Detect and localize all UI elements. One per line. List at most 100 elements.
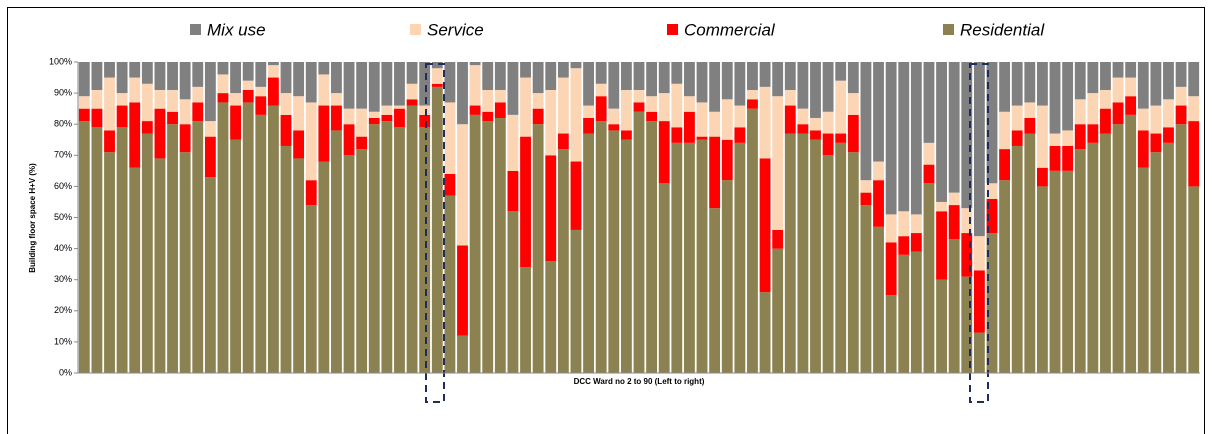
bar-segment xyxy=(709,136,721,209)
bar-segment xyxy=(898,62,910,212)
bar-segment xyxy=(129,77,141,103)
bar-segment xyxy=(444,62,456,103)
bar-segment xyxy=(318,62,330,75)
bar-segment xyxy=(129,167,141,373)
bar-segment xyxy=(696,136,708,140)
bar-segment xyxy=(885,62,897,215)
bar-segment xyxy=(633,111,645,373)
bar-segment xyxy=(810,62,821,118)
bar-segment xyxy=(141,83,153,122)
bar-segment xyxy=(217,74,229,94)
bar-segment xyxy=(709,111,721,137)
bar-segment xyxy=(570,161,582,230)
bar-segment xyxy=(255,114,267,374)
bar-segment xyxy=(658,62,670,94)
bar-segment xyxy=(1049,170,1061,373)
bar-segment xyxy=(1074,62,1086,100)
bar-segment xyxy=(873,161,884,181)
bar-segment xyxy=(255,86,267,97)
bar-segment xyxy=(1137,62,1149,109)
bar-segment xyxy=(431,86,443,373)
bar-segment xyxy=(141,62,153,84)
bar-segment xyxy=(104,77,115,131)
bar-segment xyxy=(1036,105,1048,168)
bar-segment xyxy=(973,236,985,271)
bar-segment xyxy=(936,279,947,373)
bar-segment xyxy=(1125,114,1137,374)
bar-segment xyxy=(167,62,178,90)
y-axis-label: Building floor space H+V (%) xyxy=(28,163,37,273)
legend-swatch xyxy=(667,24,678,35)
bar-segment xyxy=(633,102,645,112)
bar-segment xyxy=(116,62,128,94)
bar-segment xyxy=(1011,62,1023,106)
bar-segment xyxy=(394,62,405,106)
legend-label: Commercial xyxy=(684,20,776,39)
bar-segment xyxy=(885,242,897,296)
bar-segment xyxy=(1163,62,1174,100)
bar-segment xyxy=(759,158,771,293)
bar-segment xyxy=(494,102,506,118)
bar-segment xyxy=(230,105,242,140)
bar-segment xyxy=(242,102,254,374)
highlight-box xyxy=(969,63,989,403)
bar-segment xyxy=(1087,62,1099,94)
bar-segment xyxy=(595,96,607,122)
bar-segment xyxy=(860,62,872,181)
bar-segment xyxy=(78,121,90,373)
bar-segment xyxy=(633,89,645,103)
bar-segment xyxy=(784,133,796,373)
bar-segment xyxy=(129,62,141,78)
bar-segment xyxy=(608,62,620,109)
bar-segment xyxy=(532,62,544,94)
bar-segment xyxy=(835,80,847,134)
bar-segment xyxy=(1188,62,1200,97)
bar-segment xyxy=(104,62,115,78)
bar-segment xyxy=(646,121,658,373)
bar-segment xyxy=(898,236,910,255)
bar-segment xyxy=(482,121,494,373)
bar-segment xyxy=(1087,93,1099,125)
bar-segment xyxy=(608,108,620,125)
bar-segment xyxy=(986,62,998,184)
bar-segment xyxy=(822,62,834,112)
bar-segment xyxy=(658,121,670,184)
bar-segment xyxy=(1100,108,1111,134)
bar-segment xyxy=(242,80,254,90)
bar-segment xyxy=(230,93,242,106)
bar-segment xyxy=(457,335,468,373)
bar-segment xyxy=(167,89,178,112)
bar-segment xyxy=(721,139,733,181)
bar-segment xyxy=(532,108,544,125)
bar-segment xyxy=(520,267,531,373)
bar-segment xyxy=(1163,99,1174,128)
bar-segment xyxy=(494,62,506,90)
bar-segment xyxy=(507,211,519,373)
bar-segment xyxy=(1074,124,1086,150)
bar-segment xyxy=(381,114,393,122)
bar-segment xyxy=(394,108,405,128)
bar-segment xyxy=(721,99,733,140)
bar-segment xyxy=(1100,133,1111,373)
bar-segment xyxy=(1036,62,1048,106)
bar-segment xyxy=(973,332,985,373)
bar-segment xyxy=(923,183,935,373)
bar-segment xyxy=(91,127,103,373)
bar-segment xyxy=(406,83,418,100)
bar-segment xyxy=(936,211,947,280)
bar-segment xyxy=(557,77,569,134)
bar-segment xyxy=(520,62,531,78)
bar-segment xyxy=(406,105,418,373)
bar-segment xyxy=(847,152,859,373)
bar-segment xyxy=(570,68,582,162)
bar-segment xyxy=(343,155,355,373)
bar-segment xyxy=(78,96,90,109)
bar-segment xyxy=(129,102,141,168)
bar-segment xyxy=(406,99,418,106)
bar-segment xyxy=(167,111,178,125)
bar-segment xyxy=(772,96,784,230)
bar-segment xyxy=(78,108,90,122)
bar-segment xyxy=(267,105,279,373)
bar-segment xyxy=(1100,62,1111,90)
bar-segment xyxy=(658,93,670,122)
